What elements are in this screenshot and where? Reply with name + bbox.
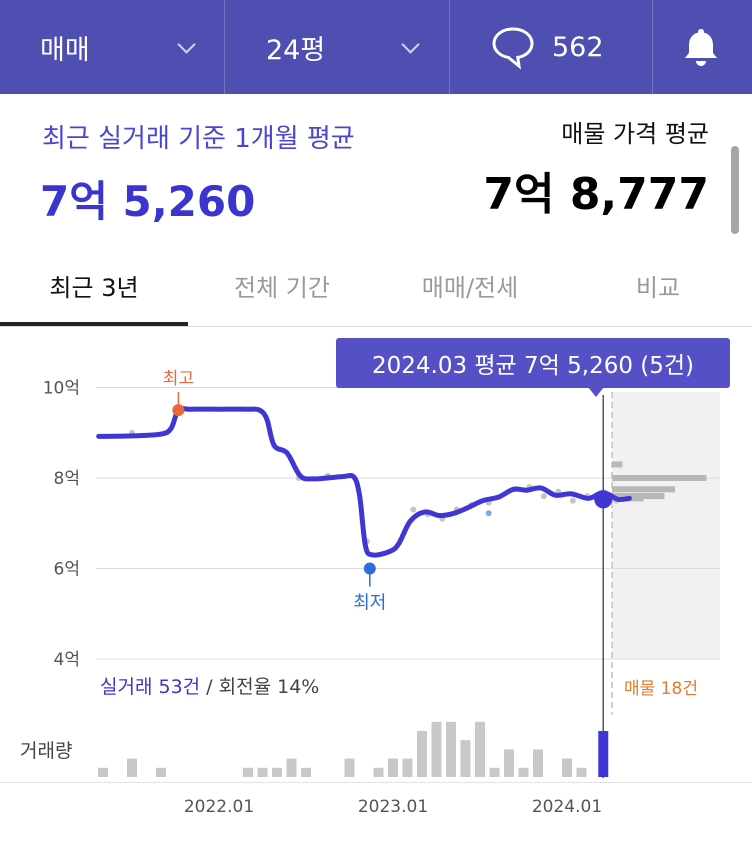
volume-bar <box>272 767 282 777</box>
active-tab-indicator <box>0 322 188 326</box>
volume-bar <box>576 767 587 777</box>
trade-dot <box>540 493 547 500</box>
trade-dot <box>584 493 591 500</box>
high-marker-dot <box>172 404 185 417</box>
listing-histogram-bar <box>612 475 707 481</box>
trade-dot <box>363 538 370 545</box>
trade-dot <box>424 511 431 518</box>
x-tick-label: 2023.01 <box>358 797 428 817</box>
period-tabs: 최근 3년 전체 기간 매매/전세 비교 <box>0 244 752 327</box>
volume-bar <box>417 731 427 777</box>
volume-bar <box>98 767 108 777</box>
volume-bar <box>344 758 355 777</box>
recent-average-value: 7억 5,260 <box>40 177 256 226</box>
volume-bar <box>373 767 384 777</box>
volume-bar <box>475 721 485 777</box>
y-tick-label: 10억 <box>43 379 80 399</box>
tooltip-arrow <box>588 387 604 397</box>
stats-separator: / <box>200 676 219 698</box>
trade-dot <box>324 472 331 479</box>
listing-histogram-bar <box>612 495 644 502</box>
listing-average-label: 매물 가격 평균 <box>561 120 709 148</box>
tab-compare[interactable]: 비교 <box>635 273 681 302</box>
selected-point <box>594 490 613 509</box>
volume-bar <box>402 758 413 777</box>
volume-bar <box>446 721 456 777</box>
listing-histogram-bar <box>612 461 623 468</box>
volume-bar <box>460 740 471 777</box>
volume-bar <box>489 767 500 777</box>
comments-button[interactable]: 562 <box>490 0 640 94</box>
trade-dot <box>439 515 446 522</box>
volume-bar <box>533 749 543 777</box>
deal-type-value: 매매 <box>40 34 90 66</box>
listing-region-bg <box>612 392 720 659</box>
trade-dot <box>526 484 533 491</box>
listing-average-value: 7억 8,777 <box>483 169 709 220</box>
area-value: 24평 <box>266 34 326 66</box>
trade-dot <box>453 506 460 513</box>
price-line <box>96 405 632 558</box>
y-tick-label: 4억 <box>54 650 80 670</box>
turnover-rate: 회전율 14% <box>218 676 320 698</box>
bell-icon <box>685 29 717 66</box>
volume-bar <box>431 721 442 777</box>
area-dropdown[interactable]: 24평 <box>266 0 446 94</box>
trade-dot <box>295 475 302 481</box>
tab-recent-3y[interactable]: 최근 3년 <box>49 273 139 302</box>
trade-dot <box>129 429 135 436</box>
trade-dot <box>468 502 475 509</box>
trade-dot <box>485 499 492 506</box>
chat-bubble-icon <box>492 27 534 70</box>
volume-bar <box>286 758 297 777</box>
volume-bar <box>388 758 398 777</box>
volume-label: 거래량 <box>20 740 73 762</box>
volume-bar <box>243 767 253 777</box>
volume-bar <box>257 767 268 777</box>
volume-bar <box>127 758 137 777</box>
trade-dot <box>613 497 620 504</box>
trade-dot <box>598 490 605 497</box>
volume-bar <box>562 758 572 777</box>
selected-month-tooltip: 2024.03 평균 7억 5,260 (5건) <box>336 338 730 388</box>
divider <box>224 0 225 94</box>
notification-button[interactable] <box>676 0 726 94</box>
trade-count: 실거래 53건 <box>100 676 201 698</box>
volume-bar <box>301 767 311 777</box>
top-bar: 매매 24평 562 <box>0 0 752 94</box>
trade-dot <box>410 506 417 513</box>
recent-average-label: 최근 실거래 기준 1개월 평균 <box>42 124 355 154</box>
tab-all-period[interactable]: 전체 기간 <box>234 273 330 302</box>
listing-histogram-bar <box>612 493 665 500</box>
x-tick-label: 2022.01 <box>184 797 254 817</box>
volume-bar <box>504 749 514 777</box>
axis-baseline <box>0 782 752 783</box>
trade-dot <box>569 497 576 504</box>
listing-count: 매물 18건 <box>624 679 698 699</box>
trade-dot-highlight <box>485 510 492 517</box>
y-tick-label: 8억 <box>54 469 80 489</box>
high-marker-label: 최고 <box>163 369 194 389</box>
y-tick-label: 6억 <box>54 560 80 580</box>
volume-bar <box>518 767 529 777</box>
deal-type-dropdown[interactable]: 매매 <box>40 0 220 94</box>
trade-dot <box>555 488 562 495</box>
divider <box>652 0 653 94</box>
trade-dot <box>511 486 518 493</box>
comment-count: 562 <box>552 31 604 63</box>
low-marker-dot <box>363 562 376 575</box>
trade-stats: 실거래 53건 / 회전율 14% <box>100 672 319 699</box>
scrollbar[interactable] <box>731 146 739 234</box>
chevron-down-icon <box>177 35 196 54</box>
divider <box>449 0 450 94</box>
x-tick-label: 2024.01 <box>532 797 602 817</box>
chevron-down-icon <box>401 35 420 54</box>
volume-bar <box>156 767 166 777</box>
volume-bar-selected <box>598 731 609 777</box>
low-marker-label: 최저 <box>353 593 386 614</box>
listing-histogram-bar <box>612 486 675 493</box>
tab-sale-jeonse[interactable]: 매매/전세 <box>421 273 519 302</box>
